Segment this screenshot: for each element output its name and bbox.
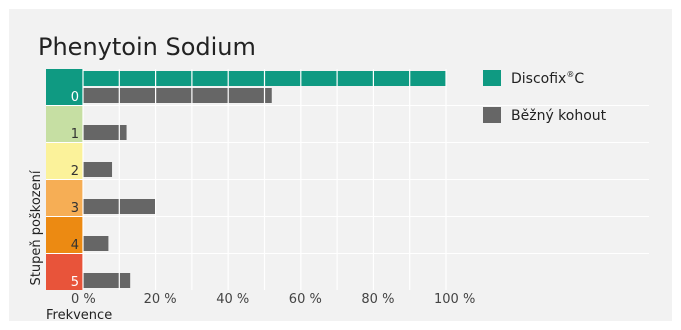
x-tick-labels: 0 % 20 % 40 % 60 % 80 % 100 % [71,292,475,307]
chart-title: Phenytoin Sodium [38,33,256,61]
x-tick-40: 40 % [216,292,249,307]
legend-label-standard: Běžný kohout [511,108,607,124]
chart-svg: Phenytoin Sodium 0 1 2 3 4 5 0 % 20 % 40 % 60 % 8… [29,33,649,321]
level-label-0: 0 [71,90,79,105]
level-label-3: 3 [71,201,79,216]
x-tick-60: 60 % [289,292,322,307]
level-label-4: 4 [71,238,79,253]
level-box-5 [46,254,83,290]
legend-label-suffix: C [574,71,584,87]
level-box-4 [46,217,83,253]
y-axis-label: Stupeň poškození [29,170,44,285]
legend: Discofix®C Běžný kohout [483,70,607,124]
legend-label-discofix: Discofix®C [511,70,584,87]
level-label-1: 1 [71,127,79,142]
level-box-2 [46,143,83,179]
legend-swatch-standard [483,107,501,123]
level-box-3 [46,180,83,216]
bar-standard-1 [83,125,127,140]
x-tick-100: 100 % [434,292,475,307]
bar-standard-2 [83,162,113,177]
bar-standard-5 [83,273,131,288]
gridlines [46,69,649,290]
level-label-2: 2 [71,164,79,179]
level-box-1 [46,106,83,142]
bar-standard-0 [83,88,272,103]
x-tick-0: 0 % [71,292,96,307]
level-label-5: 5 [71,275,79,290]
level-boxes: 0 1 2 3 4 5 [46,69,83,290]
bar-standard-4 [83,236,109,251]
chart-panel: Phenytoin Sodium 0 1 2 3 4 5 0 % 20 % 40 % 60 % 8… [9,9,672,321]
registered-mark: ® [566,70,574,79]
x-tick-80: 80 % [361,292,394,307]
level-box-0 [46,69,83,105]
x-axis-label: Frekvence [46,308,112,321]
legend-swatch-discofix [483,70,501,86]
x-tick-20: 20 % [144,292,177,307]
